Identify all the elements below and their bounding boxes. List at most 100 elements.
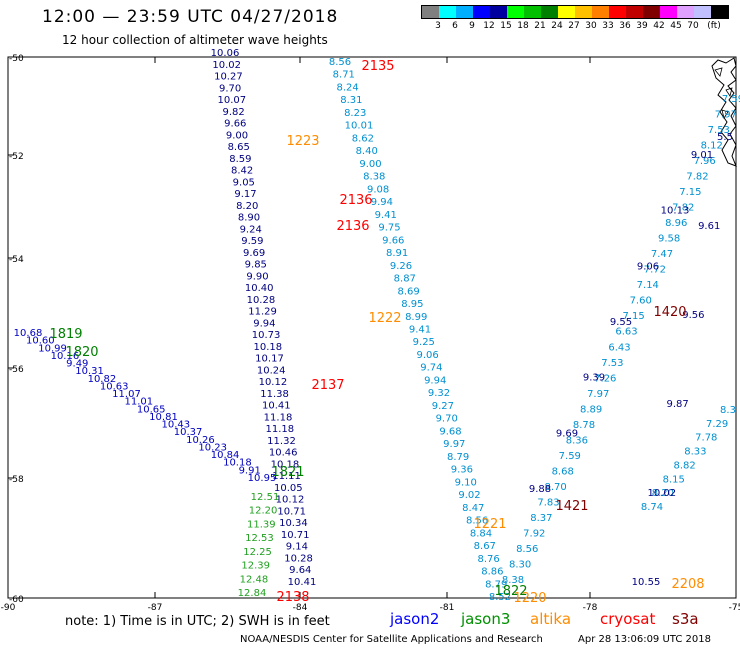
swh-value: 9.59 <box>241 236 263 247</box>
swh-value: 7.59 <box>722 94 740 105</box>
swh-value: 7.29 <box>706 419 728 430</box>
swh-value: 8.84 <box>470 528 492 539</box>
swh-value: 9.02 <box>458 490 480 501</box>
satellite-legend-cryosat: cryosat <box>600 610 656 628</box>
swh-value: 11.39 <box>247 519 276 530</box>
swh-value: 8.15 <box>663 474 685 485</box>
swh-value: 7.82 <box>672 203 694 214</box>
swh-value: 7.14 <box>637 280 659 291</box>
map-axes: -50 -52 -54 -56 -58 -60-90 -87 -84 -81 -78 -75 <box>1 54 740 613</box>
swh-value: 9.58 <box>658 234 680 245</box>
swh-value: 9.06 <box>637 261 659 272</box>
swh-value: 10.31 <box>75 366 104 377</box>
pass-time-label: 1421 <box>555 499 588 514</box>
scale-swatch <box>609 6 626 18</box>
swh-value: 7.97 <box>715 110 737 121</box>
color-scale: 3 6 9 12 15 18 21 24 27 30 33 36 39 42 45 70 (ft) <box>421 5 729 31</box>
swh-value: 8.3 <box>720 405 736 416</box>
scale-label: 39 <box>636 21 648 31</box>
swh-value: 10.84 <box>211 450 240 461</box>
swh-value: 7.26 <box>594 373 616 384</box>
lon-label: -87 <box>148 603 163 613</box>
swh-value: 10.07 <box>217 95 246 106</box>
swh-value: 9.27 <box>432 401 454 412</box>
swh-value: 9.68 <box>439 426 461 437</box>
swh-value: 8.89 <box>580 404 602 415</box>
swh-value: 9.26 <box>390 261 412 272</box>
swh-value: 11.01 <box>124 397 153 408</box>
swh-value: 9.90 <box>246 271 268 282</box>
swh-value: 10.06 <box>211 48 240 59</box>
swh-value: 8.67 <box>474 541 496 552</box>
swh-value: 7.15 <box>679 187 701 198</box>
swh-value: 8.31 <box>340 95 362 106</box>
swh-value: 10.71 <box>277 507 306 518</box>
scale-label: 21 <box>534 21 546 31</box>
pass-time-label: 1223 <box>286 134 319 149</box>
swh-value: 9.55 <box>610 317 632 328</box>
coastline-peninsula <box>711 57 737 167</box>
swh-value: 9.70 <box>436 414 458 425</box>
swh-value: 11.18 <box>265 424 294 435</box>
swh-value: 9.91 <box>239 465 261 476</box>
swh-value: 8.76 <box>477 554 499 565</box>
swh-value: 10.18 <box>271 459 300 470</box>
scale-label: (ft) <box>707 21 721 31</box>
swh-value: 10.12 <box>276 495 305 506</box>
swh-value: 10.63 <box>100 381 129 392</box>
swh-value: 6.43 <box>608 342 630 353</box>
swh-value: 9.66 <box>382 235 404 246</box>
swh-value: 10.13 <box>661 206 690 217</box>
swh-value: 9.32 <box>428 388 450 399</box>
swh-value: 8.23 <box>344 108 366 119</box>
swh-value: 9.08 <box>367 184 389 195</box>
pass-time-label: 2135 <box>361 59 394 74</box>
swh-value: 8.33 <box>684 447 706 458</box>
swh-value: 8.30 <box>509 560 531 571</box>
pass-time-label: 2137 <box>311 378 344 393</box>
swh-value: 12.84 <box>238 588 267 599</box>
lon-label: -78 <box>583 603 598 613</box>
swh-value: 9.70 <box>219 83 241 94</box>
swh-value: 9.64 <box>289 565 311 576</box>
swh-value: 10.16 <box>51 351 80 362</box>
scale-label: 30 <box>585 21 597 31</box>
scale-label: 42 <box>653 21 665 31</box>
swh-value: 9.69 <box>243 248 265 259</box>
swh-value: 7.47 <box>651 249 673 260</box>
pass-time-label: 1221 <box>473 517 506 532</box>
swh-value: 8.86 <box>481 567 503 578</box>
swh-value: 9.97 <box>443 439 465 450</box>
satellite-legend-altika: altika <box>530 610 572 628</box>
swh-value: 6.63 <box>615 327 637 338</box>
swh-value: 10.01 <box>345 121 374 132</box>
scale-label: 3 <box>435 21 441 31</box>
swh-value: 9.75 <box>378 223 400 234</box>
swh-value: 9.69 <box>556 428 578 439</box>
swh-value: 8.79 <box>447 452 469 463</box>
swh-value: 10.95 <box>248 473 277 484</box>
satellite-legend-s3a: s3a <box>672 610 699 628</box>
swh-value: 7.72 <box>644 265 666 276</box>
swh-value: 10.46 <box>269 448 298 459</box>
scale-swatch <box>422 6 439 18</box>
lon-label: -81 <box>440 603 455 613</box>
swh-value: 8.71 <box>333 70 355 81</box>
swh-value: 12.39 <box>241 561 270 572</box>
swh-value: 10.65 <box>137 404 166 415</box>
scale-label: 33 <box>602 21 614 31</box>
swh-value: 8.78 <box>573 420 595 431</box>
swh-value: 9.41 <box>409 325 431 336</box>
pass-time-label: 1821 <box>271 465 304 480</box>
pass-time-label: 1420 <box>653 305 686 320</box>
swh-value: 10.12 <box>259 377 288 388</box>
swh-value: 7.59 <box>559 451 581 462</box>
scale-swatch <box>660 6 677 18</box>
scale-swatch <box>643 6 660 18</box>
color-scale-labels: 3 6 9 12 15 18 21 24 27 30 33 36 39 42 45 70 (ft) <box>421 19 729 31</box>
swh-value: 10.24 <box>257 365 286 376</box>
swh-value: 10.23 <box>198 443 227 454</box>
lat-label: -56 <box>9 365 24 375</box>
coastline-islands <box>714 67 733 119</box>
swh-value: 9.94 <box>253 318 275 329</box>
